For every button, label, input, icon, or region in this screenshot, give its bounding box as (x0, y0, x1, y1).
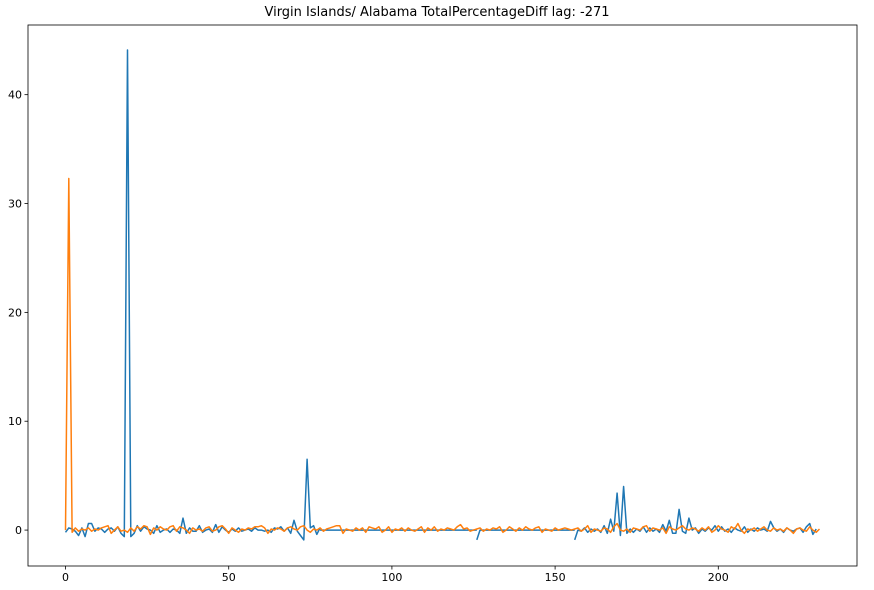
series-1-line-segment-3 (476, 529, 575, 541)
y-tick-label: 20 (8, 306, 22, 319)
plot-frame (27, 24, 858, 567)
x-tick-label: 0 (62, 571, 69, 584)
y-tick-label: 30 (8, 198, 22, 211)
chart-title: Virgin Islands/ Alabama TotalPercentageD… (264, 5, 610, 20)
y-tick-label: 0 (15, 524, 22, 537)
x-tick-label: 100 (381, 571, 402, 584)
y-tick-label: 40 (8, 89, 22, 102)
series-1-line-segment-1 (64, 49, 321, 541)
series-2-line-segment-1 (64, 177, 821, 536)
x-tick-label: 200 (708, 571, 729, 584)
series-layer (64, 49, 821, 541)
x-tick-label: 50 (222, 571, 236, 584)
x-tick-label: 150 (545, 571, 566, 584)
y-tick-label: 10 (8, 415, 22, 428)
ticks-layer: 0 50 100 150 200 0 10 20 30 40 (8, 89, 729, 584)
axes-layer (27, 24, 858, 567)
